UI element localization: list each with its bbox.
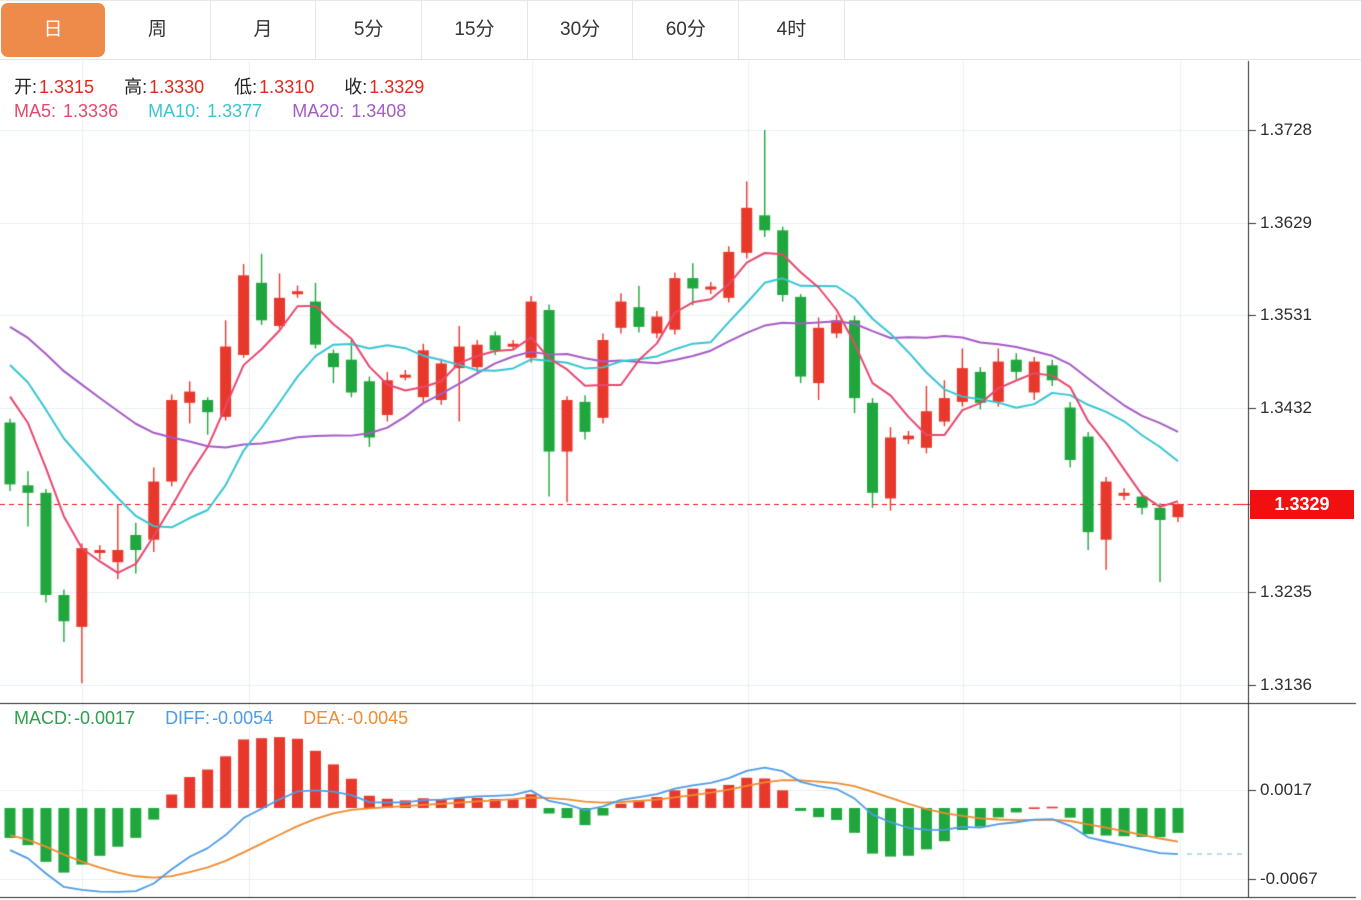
- ma-readout: MA5: 1.3336 MA10: 1.3377 MA20: 1.3408: [14, 101, 436, 122]
- tab-30min[interactable]: 30分: [527, 1, 634, 59]
- low-label: 低:: [234, 77, 258, 97]
- ma5-label: MA5:: [14, 101, 57, 121]
- price-axis-tick: 1.3432: [1260, 397, 1312, 417]
- price-axis-tick: 1.3136: [1260, 675, 1312, 694]
- price-axis-tick: 1.3235: [1260, 582, 1312, 602]
- close-value: 1.3329: [369, 77, 425, 97]
- tab-month[interactable]: 月: [210, 1, 317, 59]
- low-value: 1.3310: [259, 77, 315, 97]
- dea-value: -0.0045: [347, 708, 409, 728]
- ma10-label: MA10:: [148, 101, 201, 121]
- diff-label: DIFF:: [165, 708, 211, 728]
- macd-axis-tick: -0.0067: [1260, 868, 1318, 888]
- ma20-value: 1.3408: [351, 101, 407, 121]
- high-label: 高:: [124, 77, 148, 97]
- price-axis-tick: 1.3728: [1260, 120, 1312, 139]
- high-value: 1.3330: [149, 77, 205, 97]
- ma20-label: MA20:: [292, 101, 345, 121]
- macd-value: -0.0017: [74, 708, 136, 728]
- open-label: 开:: [14, 77, 38, 97]
- current-price-label: 1.3329: [1250, 490, 1354, 519]
- price-axis-tick: 1.3531: [1260, 304, 1312, 324]
- tab-day[interactable]: 日: [1, 3, 105, 57]
- price-axis-tick: 1.3629: [1260, 212, 1312, 232]
- tab-week[interactable]: 周: [105, 1, 211, 59]
- ma5-value: 1.3336: [63, 101, 119, 121]
- dea-label: DEA:: [303, 708, 346, 728]
- tab-4hour[interactable]: 4时: [739, 1, 845, 59]
- timeframe-tabbar: 日周月 5分 15分 30分 60分 4时: [0, 0, 1361, 60]
- open-value: 1.3315: [39, 77, 95, 97]
- tab-60min[interactable]: 60分: [633, 1, 740, 59]
- macd-readout: MACD: -0.0017 DIFF: -0.0054 DEA: -0.0045: [14, 708, 438, 729]
- macd-label: MACD:: [14, 708, 72, 728]
- tab-5min[interactable]: 5分: [316, 1, 423, 59]
- diff-value: -0.0054: [212, 708, 274, 728]
- ma10-value: 1.3377: [207, 101, 263, 121]
- ohlc-readout: 开: 1.3315 高: 1.3330 低: 1.3310 收: 1.3329: [14, 73, 454, 99]
- macd-axis-tick: 0.0017: [1260, 779, 1312, 799]
- close-label: 收:: [344, 77, 368, 97]
- tab-15min[interactable]: 15分: [422, 1, 528, 59]
